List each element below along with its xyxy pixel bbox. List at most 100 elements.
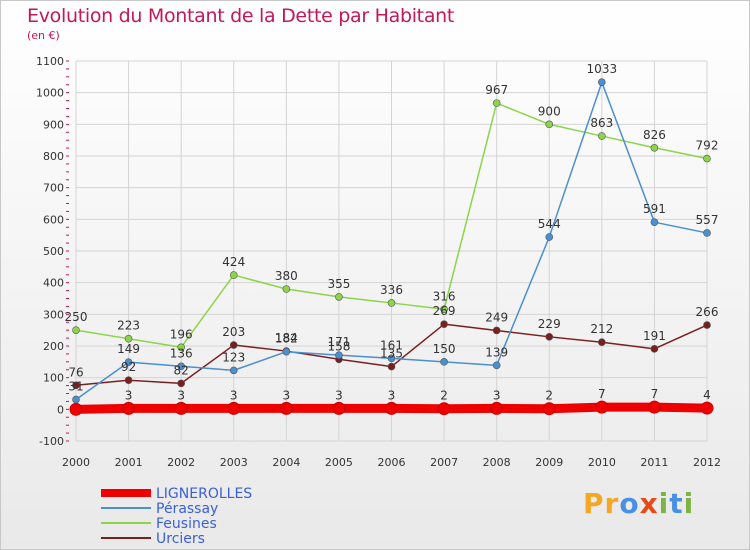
data-point: [177, 343, 185, 352]
proxiti-logo: Proxiti: [583, 487, 694, 520]
data-label: 158: [327, 339, 350, 353]
data-point: [545, 333, 554, 341]
data-label: 212: [590, 322, 613, 336]
logo-letter: r: [604, 487, 620, 520]
data-point: [387, 362, 396, 371]
x-tick-label: 2009: [535, 456, 563, 469]
data-label: 223: [117, 319, 140, 333]
y-tick-label: 0: [57, 403, 64, 416]
data-label: 544: [538, 217, 561, 231]
data-point: [177, 379, 185, 388]
y-tick-label: 300: [43, 308, 64, 321]
data-point: [385, 401, 398, 415]
data-point: [440, 305, 448, 314]
data-label: 123: [222, 350, 245, 364]
data-point: [229, 341, 238, 349]
data-label: 3: [125, 388, 133, 402]
data-point: [227, 401, 241, 415]
data-point: [650, 143, 659, 152]
logo-letter: P: [583, 487, 605, 520]
data-label: 900: [538, 104, 561, 118]
data-point: [177, 362, 185, 371]
data-point: [335, 293, 343, 301]
data-label: 135: [380, 347, 403, 361]
y-tick-label: 1000: [36, 87, 64, 100]
data-label: 250: [65, 310, 88, 324]
data-label: 380: [275, 269, 298, 283]
x-tick-label: 2005: [325, 456, 353, 469]
data-point: [703, 229, 711, 237]
data-label: 136: [170, 346, 193, 360]
y-tick-label: 700: [43, 182, 64, 195]
data-label: 269: [433, 304, 456, 318]
data-point: [440, 320, 448, 328]
data-label: 182: [275, 332, 298, 346]
logo-letter: i: [658, 487, 670, 520]
x-tick-label: 2011: [640, 456, 668, 469]
data-point: [72, 381, 80, 390]
data-label: 92: [121, 360, 136, 374]
data-point: [229, 271, 238, 279]
data-label: 139: [485, 345, 508, 359]
data-label: 557: [696, 213, 719, 227]
data-point: [440, 358, 448, 366]
data-point: [598, 132, 606, 140]
legend-label: Urciers: [156, 531, 205, 547]
x-tick-label: 2006: [378, 456, 406, 469]
data-point: [387, 354, 396, 363]
data-label: 184: [275, 331, 298, 345]
data-label: 191: [643, 329, 666, 343]
data-point: [650, 345, 659, 353]
data-point: [279, 401, 293, 415]
data-point: [332, 401, 346, 415]
data-point: [542, 402, 556, 416]
data-point: [703, 321, 711, 329]
data-point: [122, 401, 136, 415]
y-tick-label: 600: [43, 213, 64, 226]
y-tick-label: 500: [43, 245, 64, 258]
data-label: 196: [170, 327, 193, 341]
data-label: 3: [335, 388, 343, 402]
data-point: [703, 154, 711, 163]
data-point: [124, 376, 133, 385]
data-label: 7: [651, 387, 659, 401]
data-point: [492, 361, 501, 370]
y-tick-label: 400: [43, 277, 64, 290]
data-point: [490, 401, 504, 415]
data-label: 2: [440, 389, 448, 403]
data-label: 4: [703, 388, 711, 402]
y-tick-label: 900: [43, 118, 64, 131]
legend-label: LIGNEROLLES: [156, 486, 252, 502]
logo-letter: t: [669, 487, 684, 520]
x-tick-label: 2003: [220, 456, 248, 469]
data-point: [647, 400, 661, 414]
data-label: 7: [598, 387, 606, 401]
data-label: 150: [433, 342, 456, 356]
logo-letter: o: [619, 487, 640, 520]
data-label: 161: [380, 338, 403, 352]
data-point: [545, 120, 554, 129]
y-tick-label: 100: [43, 372, 64, 385]
data-label: 249: [485, 310, 508, 324]
data-point: [387, 299, 396, 307]
data-label: 336: [380, 283, 403, 297]
data-point: [598, 78, 606, 87]
data-label: 266: [696, 305, 719, 319]
data-point: [700, 401, 714, 415]
data-label: 792: [696, 139, 719, 153]
data-label: 3: [493, 388, 501, 402]
data-label: 229: [538, 317, 561, 331]
logo-letter: i: [683, 487, 695, 520]
data-point: [72, 395, 80, 404]
x-tick-label: 2007: [430, 456, 458, 469]
data-label: 591: [643, 202, 666, 216]
data-point: [72, 326, 80, 334]
data-label: 863: [590, 116, 613, 130]
logo-letter: x: [639, 487, 659, 520]
y-tick-label: -100: [39, 435, 64, 448]
x-tick-label: 2004: [272, 456, 300, 469]
data-label: 3: [230, 388, 238, 402]
x-tick-label: 2002: [167, 456, 195, 469]
chart-title: Evolution du Montant de la Dette par Hab…: [27, 5, 455, 27]
